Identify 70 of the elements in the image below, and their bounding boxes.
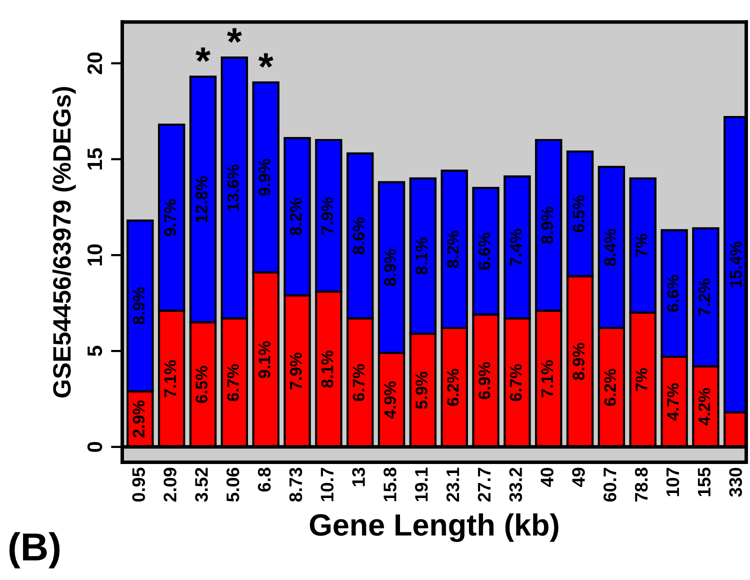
data-label: 15.4% bbox=[730, 242, 742, 288]
data-label: 7.9% bbox=[321, 197, 334, 234]
data-label: 5.9% bbox=[416, 372, 428, 409]
x-tick-label: 5.06 bbox=[226, 468, 240, 502]
data-label: 6.6% bbox=[478, 232, 490, 270]
data-label: 7.4% bbox=[510, 228, 522, 266]
y-tick-label: 20 bbox=[87, 52, 102, 74]
annotation: * bbox=[196, 47, 211, 62]
data-label: 7% bbox=[636, 234, 648, 257]
x-tick-label: 33.2 bbox=[509, 468, 522, 502]
x-tick-label: 49 bbox=[572, 468, 585, 487]
data-label: 4.9% bbox=[384, 381, 396, 419]
data-label: 6.2% bbox=[447, 368, 459, 406]
data-label: 7.2% bbox=[698, 278, 710, 316]
x-tick-label: 78.8 bbox=[634, 468, 648, 502]
data-label: 6.2% bbox=[604, 368, 616, 406]
data-label: 8.4% bbox=[604, 228, 616, 266]
data-label: 9.7% bbox=[164, 199, 176, 236]
data-label: 6.7% bbox=[510, 364, 522, 402]
data-label: 7% bbox=[636, 368, 648, 392]
x-tick-label: 107 bbox=[666, 468, 680, 496]
text: (B) bbox=[9, 532, 60, 568]
x-tick-label: 0.95 bbox=[132, 468, 146, 502]
x-tick-label: 3.52 bbox=[195, 468, 208, 502]
data-label: 6.6% bbox=[666, 274, 679, 312]
data-label: 4.2% bbox=[698, 388, 710, 426]
data-label: 8.9% bbox=[572, 343, 585, 380]
data-label: 8.9% bbox=[384, 249, 396, 286]
x-tick-label: 155 bbox=[698, 468, 711, 496]
x-tick-label: 23.1 bbox=[446, 468, 460, 502]
data-label: 8.2% bbox=[447, 230, 459, 268]
x-tick-label: 40 bbox=[540, 468, 554, 487]
data-label: 8.2% bbox=[290, 198, 302, 236]
y-axis-title: GSE54456/63979 (%DEGs) bbox=[52, 87, 76, 398]
data-label: 8.9% bbox=[541, 206, 554, 244]
y-tick-label: 10 bbox=[87, 244, 102, 266]
data-label: 6.5% bbox=[572, 195, 585, 232]
data-label: 12.8% bbox=[196, 176, 208, 222]
x-tick-label: 13 bbox=[352, 468, 365, 486]
x-tick-label: 2.09 bbox=[164, 468, 176, 502]
data-label: 4.7% bbox=[667, 383, 679, 421]
data-label: 8.1% bbox=[321, 350, 334, 388]
x-tick-label: 15.8 bbox=[384, 468, 396, 502]
data-label: 7.1% bbox=[541, 360, 554, 398]
data-label: 8.9% bbox=[132, 287, 145, 324]
x-tick-label: 19.1 bbox=[415, 468, 428, 502]
data-label: 6.7% bbox=[352, 364, 365, 402]
data-label: 7.1% bbox=[164, 360, 176, 398]
data-label: 13.6% bbox=[227, 164, 239, 211]
x-tick-label: 27.7 bbox=[478, 468, 490, 502]
data-label: 8.6% bbox=[352, 217, 365, 254]
x-tick-label: 8.73 bbox=[289, 468, 302, 502]
y-tick-label: 5 bbox=[88, 346, 102, 356]
data-label: 6.7% bbox=[227, 364, 239, 402]
annotation: * bbox=[258, 53, 274, 68]
x-axis-title: Gene Length (kb) bbox=[310, 513, 558, 542]
data-label: 6.5% bbox=[196, 366, 208, 403]
data-label: 8.1% bbox=[416, 238, 428, 275]
x-tick-label: 6.8 bbox=[258, 468, 271, 492]
data-label: 2.9% bbox=[132, 400, 145, 438]
x-tick-label: 60.7 bbox=[604, 468, 616, 502]
data-label: 6.9% bbox=[478, 362, 490, 400]
x-tick-label: 10.7 bbox=[320, 468, 334, 502]
x-tick-label: 330 bbox=[729, 468, 742, 497]
data-label: 9.1% bbox=[258, 341, 270, 378]
annotation: * bbox=[226, 28, 242, 43]
data-label: 9.9% bbox=[258, 158, 270, 196]
y-tick-label: 0 bbox=[87, 442, 102, 452]
y-tick-label: 15 bbox=[88, 148, 102, 170]
data-label: 7.9% bbox=[290, 352, 302, 390]
